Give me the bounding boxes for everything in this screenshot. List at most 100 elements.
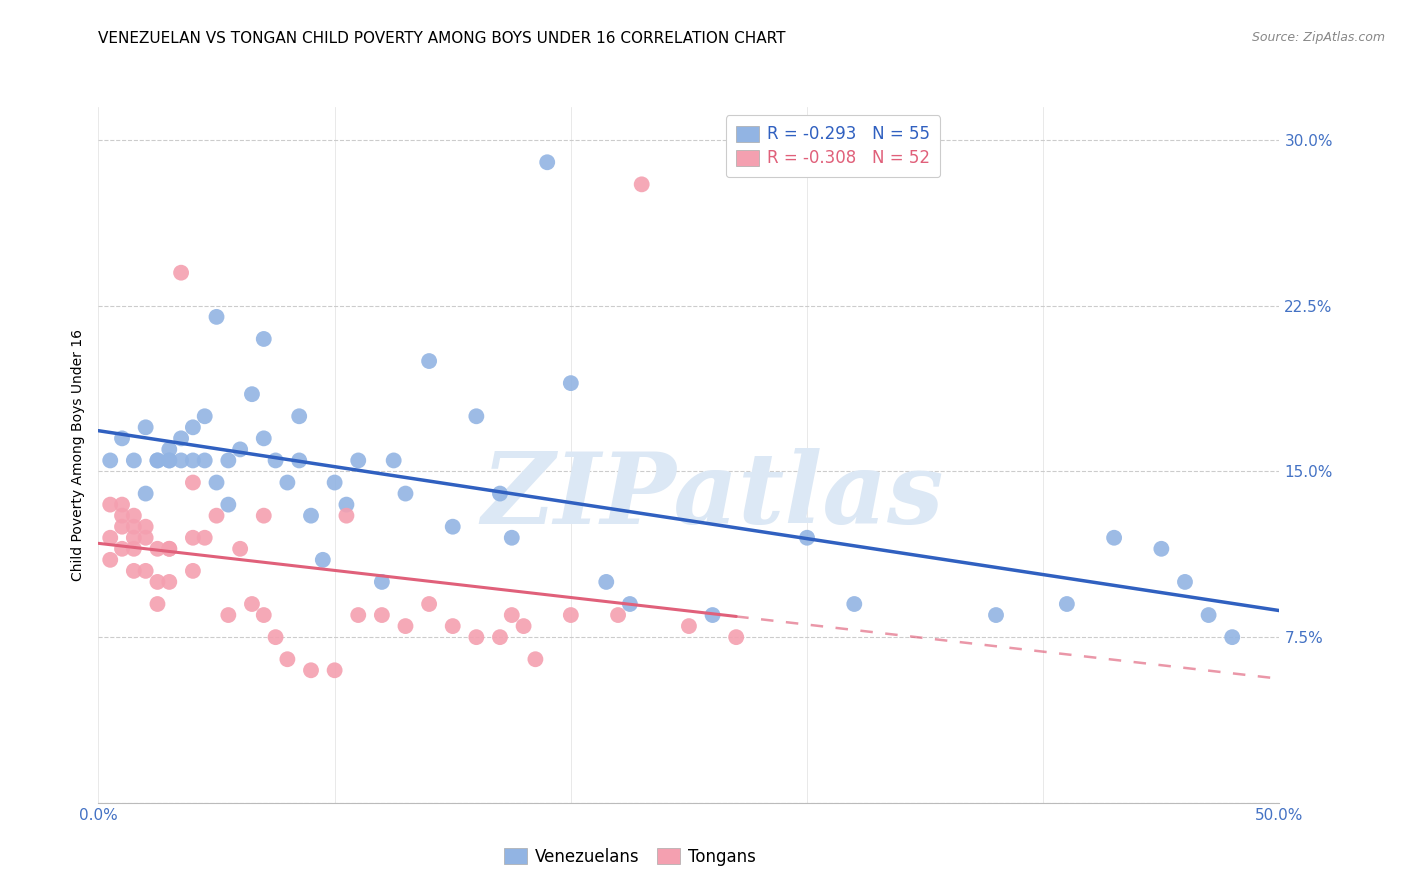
Point	[264, 630, 287, 644]
Y-axis label: Child Poverty Among Boys Under 16: Child Poverty Among Boys Under 16	[70, 329, 84, 581]
Point	[607, 608, 630, 623]
Point	[157, 574, 180, 589]
Point	[229, 442, 252, 457]
Point	[205, 310, 228, 324]
Point	[465, 409, 488, 424]
Point	[146, 541, 169, 556]
Point	[1198, 608, 1220, 623]
Point	[122, 564, 145, 578]
Point	[394, 619, 416, 633]
Point	[335, 508, 357, 523]
Point	[253, 608, 276, 623]
Point	[98, 498, 121, 512]
Point	[1056, 597, 1078, 611]
Point	[135, 486, 157, 500]
Point	[560, 608, 582, 623]
Point	[217, 498, 239, 512]
Point	[323, 663, 346, 677]
Point	[630, 178, 652, 192]
Point	[157, 453, 180, 467]
Point	[253, 332, 276, 346]
Point	[181, 420, 204, 434]
Point	[98, 531, 121, 545]
Point	[194, 453, 217, 467]
Point	[512, 619, 534, 633]
Point	[441, 519, 464, 533]
Point	[678, 619, 700, 633]
Point	[111, 519, 134, 533]
Point	[170, 266, 193, 280]
Legend: Venezuelans, Tongans: Venezuelans, Tongans	[495, 839, 765, 874]
Point	[170, 431, 193, 445]
Point	[146, 453, 169, 467]
Point	[122, 453, 145, 467]
Text: Source: ZipAtlas.com: Source: ZipAtlas.com	[1251, 31, 1385, 45]
Point	[418, 597, 440, 611]
Point	[501, 608, 523, 623]
Text: VENEZUELAN VS TONGAN CHILD POVERTY AMONG BOYS UNDER 16 CORRELATION CHART: VENEZUELAN VS TONGAN CHILD POVERTY AMONG…	[98, 31, 786, 46]
Point	[725, 630, 748, 644]
Point	[382, 453, 405, 467]
Point	[146, 453, 169, 467]
Point	[157, 541, 180, 556]
Point	[170, 453, 193, 467]
Point	[619, 597, 641, 611]
Point	[489, 486, 512, 500]
Point	[253, 508, 276, 523]
Point	[205, 475, 228, 490]
Point	[98, 553, 121, 567]
Point	[98, 453, 121, 467]
Point	[335, 498, 357, 512]
Point	[217, 453, 239, 467]
Point	[135, 519, 157, 533]
Point	[984, 608, 1007, 623]
Point	[240, 387, 263, 401]
Point	[240, 597, 263, 611]
Point	[288, 453, 311, 467]
Point	[181, 475, 204, 490]
Point	[111, 431, 134, 445]
Point	[288, 409, 311, 424]
Point	[312, 553, 335, 567]
Point	[501, 531, 523, 545]
Point	[122, 508, 145, 523]
Point	[122, 519, 145, 533]
Point	[181, 453, 204, 467]
Point	[347, 608, 370, 623]
Point	[135, 420, 157, 434]
Point	[299, 663, 322, 677]
Point	[181, 564, 204, 578]
Point	[536, 155, 558, 169]
Point	[264, 453, 287, 467]
Point	[181, 531, 204, 545]
Point	[1220, 630, 1243, 644]
Point	[146, 597, 169, 611]
Point	[217, 608, 239, 623]
Point	[229, 541, 252, 556]
Point	[122, 531, 145, 545]
Point	[560, 376, 582, 391]
Point	[135, 531, 157, 545]
Point	[157, 442, 180, 457]
Point	[371, 574, 394, 589]
Point	[135, 564, 157, 578]
Point	[1150, 541, 1173, 556]
Point	[146, 574, 169, 589]
Point	[347, 453, 370, 467]
Point	[111, 541, 134, 556]
Point	[253, 431, 276, 445]
Point	[157, 453, 180, 467]
Point	[1102, 531, 1125, 545]
Point	[418, 354, 440, 368]
Point	[595, 574, 617, 589]
Point	[122, 541, 145, 556]
Point	[844, 597, 866, 611]
Point	[111, 498, 134, 512]
Point	[111, 508, 134, 523]
Point	[702, 608, 724, 623]
Point	[371, 608, 394, 623]
Point	[524, 652, 547, 666]
Point	[276, 475, 298, 490]
Point	[299, 508, 322, 523]
Point	[205, 508, 228, 523]
